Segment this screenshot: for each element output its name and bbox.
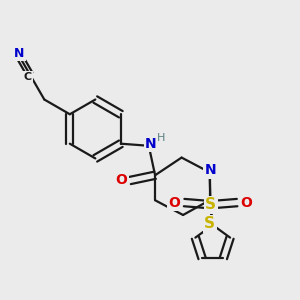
Text: S: S [205,197,216,212]
Text: S: S [204,216,215,231]
Text: N: N [14,46,25,59]
Text: N: N [205,163,216,177]
Text: N: N [145,137,157,151]
Text: O: O [241,196,253,210]
Text: H: H [157,134,166,143]
Text: O: O [116,173,127,188]
Text: C: C [23,72,32,82]
Text: O: O [169,196,181,210]
